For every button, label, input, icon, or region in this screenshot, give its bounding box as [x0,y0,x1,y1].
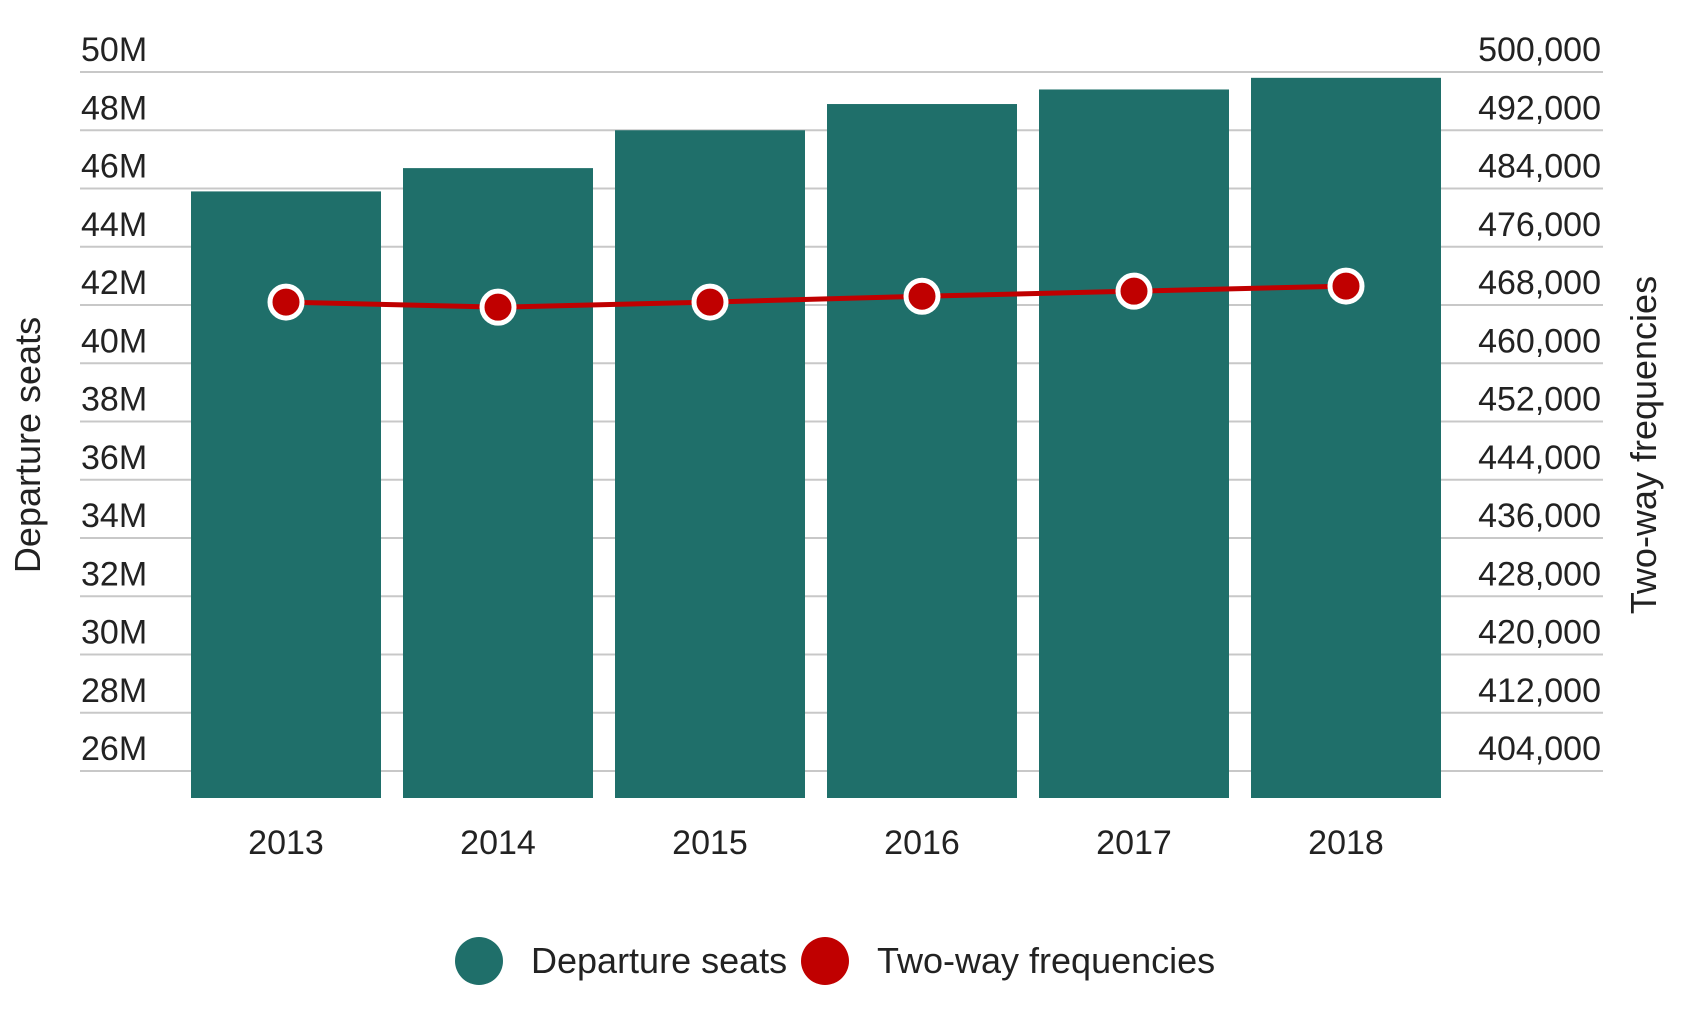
x-tick-label: 2014 [460,824,536,862]
frequency-line [285,283,1347,310]
left-tick-label: 38M [81,381,147,419]
x-tick-label: 2015 [672,824,748,862]
left-axis-ticks: 26M 28M 30M 32M 34M 36M 38M 40M 42M 44M 46M 48M 50M [81,31,147,768]
legend-label-two-way-frequencies: Two-way frequencies [877,940,1215,981]
frequency-point-2016 [903,277,941,315]
frequency-point-2013 [267,283,305,321]
right-tick-label: 412,000 [1478,672,1601,710]
right-tick-label: 468,000 [1478,264,1601,302]
right-tick-label: 444,000 [1478,439,1601,477]
right-tick-label: 460,000 [1478,322,1601,360]
legend: Departure seats Two-way frequencies [455,937,1215,985]
bar-2017 [1039,89,1229,799]
right-axis-title: Two-way frequencies [1623,276,1664,614]
legend-swatch-departure-seats [455,937,503,985]
x-tick-label: 2016 [884,824,960,862]
left-tick-label: 48M [81,89,147,127]
x-axis-ticks: 2013 2014 2015 2016 2017 2018 [248,824,1384,862]
left-tick-label: 40M [81,322,147,360]
x-tick-label: 2018 [1308,824,1384,862]
frequency-point-2017 [1115,272,1153,310]
right-tick-label: 404,000 [1478,730,1601,768]
bar-2015 [615,130,805,798]
right-tick-label: 492,000 [1478,89,1601,127]
left-tick-label: 50M [81,31,147,69]
right-tick-label: 484,000 [1478,148,1601,186]
left-tick-label: 32M [81,555,147,593]
legend-swatch-two-way-frequencies [801,937,849,985]
legend-label-departure-seats: Departure seats [531,940,787,981]
left-tick-label: 36M [81,439,147,477]
right-tick-label: 452,000 [1478,381,1601,419]
right-tick-label: 420,000 [1478,614,1601,652]
bar-2016 [827,104,1017,799]
x-tick-label: 2017 [1096,824,1172,862]
right-tick-label: 500,000 [1478,31,1601,69]
frequency-point-2014 [479,288,517,326]
right-tick-label: 476,000 [1478,206,1601,244]
left-tick-label: 44M [81,206,147,244]
left-tick-label: 46M [81,148,147,186]
right-tick-label: 436,000 [1478,497,1601,535]
left-tick-label: 34M [81,497,147,535]
left-axis-title: Departure seats [7,317,48,573]
line-layer [267,267,1365,326]
x-tick-label: 2013 [248,824,324,862]
right-axis-ticks: 404,000 412,000 420,000 428,000 436,000 444,0… [1478,31,1601,768]
bar-2013 [191,191,381,799]
left-tick-label: 26M [81,730,147,768]
bar-layer [191,77,1441,799]
left-tick-label: 28M [81,672,147,710]
bar-2014 [403,168,593,799]
frequency-point-2018 [1327,267,1365,305]
left-tick-label: 42M [81,264,147,302]
frequency-point-2015 [691,283,729,321]
bar-2018 [1251,77,1441,798]
right-tick-label: 428,000 [1478,555,1601,593]
left-tick-label: 30M [81,614,147,652]
